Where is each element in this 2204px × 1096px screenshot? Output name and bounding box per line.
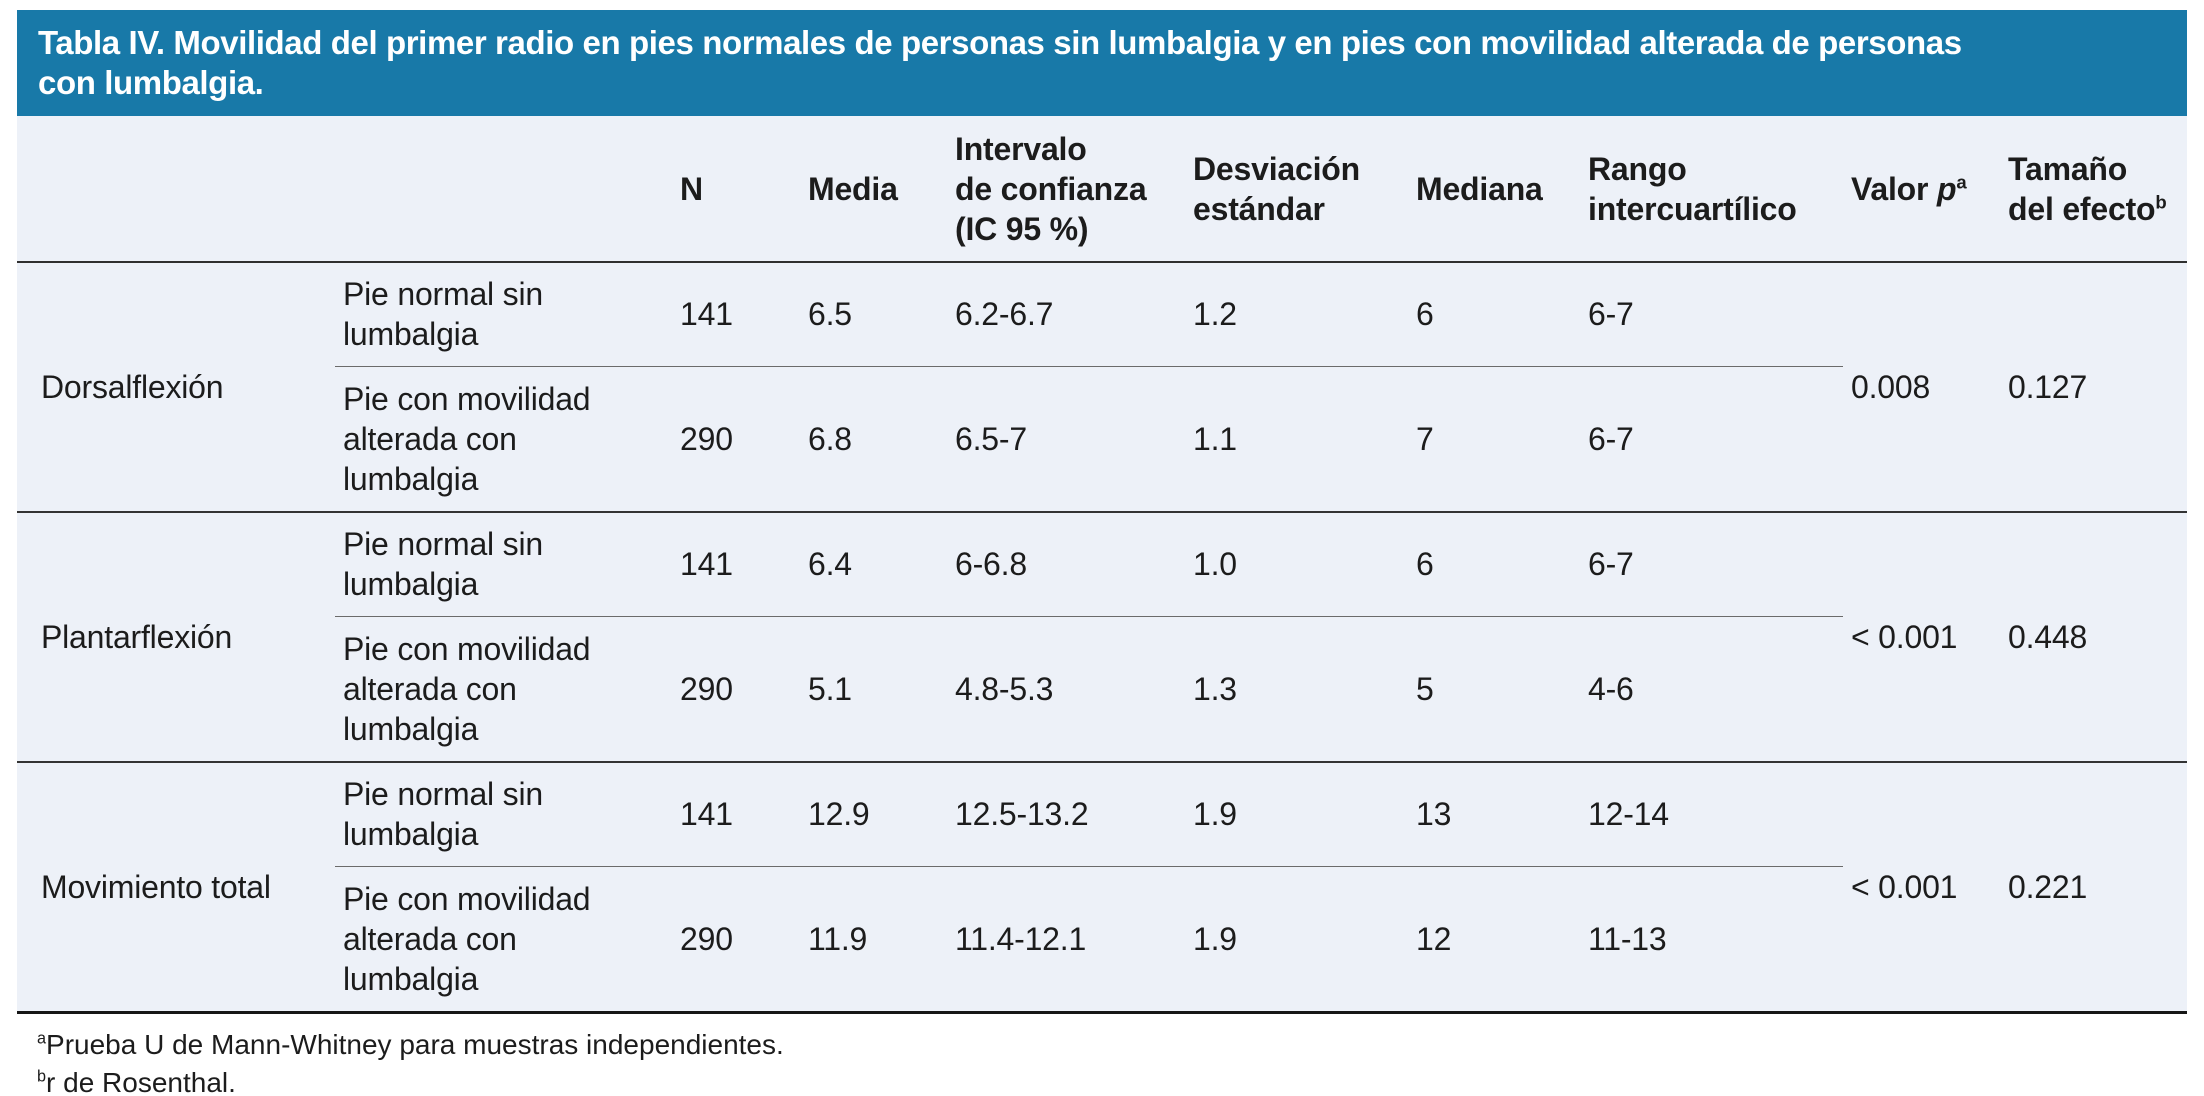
footnote-b-text: r de Rosenthal. — [46, 1066, 236, 1096]
effect-size-cell: 0.127 — [2000, 262, 2187, 513]
value-cell-n: 141 — [672, 512, 800, 617]
value-cell-n: 290 — [672, 616, 800, 763]
value-cell-desviacion: 1.3 — [1185, 616, 1408, 763]
header-row: N Media Intervalo de confianza (IC 95 %)… — [17, 116, 2187, 263]
condition-cell: Pie normal sin lumbalgia — [335, 762, 672, 867]
value-cell-media: 6.5 — [800, 262, 947, 367]
footnote-b-superscript: b — [37, 1067, 47, 1086]
group-label: Movimiento total — [17, 762, 335, 1014]
column-header-tamano-efecto: Tamaño del efectob — [2000, 116, 2187, 263]
group-label: Plantarflexión — [17, 512, 335, 763]
table-row-movimiento-alterada: Pie con movilidad alterada con lumbalgia… — [17, 866, 2187, 1014]
column-header-ic: Intervalo de confianza (IC 95 %) — [947, 116, 1185, 263]
value-cell-desviacion: 1.1 — [1185, 366, 1408, 513]
value-cell-desviacion: 1.9 — [1185, 762, 1408, 867]
column-header-empty-group — [17, 116, 335, 263]
value-cell-rango: 4-6 — [1580, 616, 1843, 763]
footnote-a-text: Prueba U de Mann-Whitney para muestras i… — [46, 1028, 784, 1060]
effect-size-cell: 0.221 — [2000, 762, 2187, 1014]
value-cell-media: 11.9 — [800, 866, 947, 1014]
column-header-mediana: Mediana — [1408, 116, 1580, 263]
footnote-a: aPrueba U de Mann-Whitney para muestras … — [37, 1026, 2187, 1064]
value-cell-n: 290 — [672, 866, 800, 1014]
column-header-n: N — [672, 116, 800, 263]
table-row-dorsalflexion-normal: Dorsalflexión Pie normal sin lumbalgia 1… — [17, 262, 2187, 513]
value-cell-desviacion: 1.9 — [1185, 866, 1408, 1014]
value-cell-n: 141 — [672, 262, 800, 367]
value-cell-media: 12.9 — [800, 762, 947, 867]
value-cell-rango: 6-7 — [1580, 262, 1843, 367]
table-row-plantarflexion-normal: Plantarflexión Pie normal sin lumbalgia … — [17, 512, 2187, 763]
footnotes: aPrueba U de Mann-Whitney para muestras … — [37, 1026, 2187, 1096]
condition-cell: Pie con movilidad alterada con lumbalgia — [335, 366, 672, 513]
value-cell-ic: 6.5-7 — [947, 366, 1185, 513]
value-cell-ic: 12.5-13.2 — [947, 762, 1185, 867]
p-value-cell: < 0.001 — [1843, 512, 2000, 763]
table-row-plantarflexion-alterada: Pie con movilidad alterada con lumbalgia… — [17, 616, 2187, 763]
table-title: Tabla IV. Movilidad del primer radio en … — [38, 24, 1962, 101]
value-cell-desviacion: 1.2 — [1185, 262, 1408, 367]
footnote-a-superscript: a — [37, 1029, 47, 1048]
value-cell-ic: 6.2-6.7 — [947, 262, 1185, 367]
valor-p-italic: p — [1936, 170, 1957, 207]
p-value-cell: 0.008 — [1843, 262, 2000, 513]
condition-cell: Pie con movilidad alterada con lumbalgia — [335, 866, 672, 1014]
value-cell-rango: 11-13 — [1580, 866, 1843, 1014]
tamano-text: Tamaño del efecto — [2008, 150, 2156, 227]
group-label: Dorsalflexión — [17, 262, 335, 513]
column-header-desviacion: Desviación estándar — [1185, 116, 1408, 263]
table-card: Tabla IV. Movilidad del primer radio en … — [17, 10, 2187, 1096]
condition-cell: Pie normal sin lumbalgia — [335, 512, 672, 617]
value-cell-desviacion: 1.0 — [1185, 512, 1408, 617]
column-header-rango: Rango intercuartílico — [1580, 116, 1843, 263]
valor-p-text: Valor — [1851, 170, 1937, 207]
footnote-b: br de Rosenthal. — [37, 1064, 2187, 1096]
column-header-valor-p: Valor pa — [1843, 116, 2000, 263]
data-table: N Media Intervalo de confianza (IC 95 %)… — [17, 116, 2187, 1014]
condition-cell: Pie con movilidad alterada con lumbalgia — [335, 616, 672, 763]
p-value-cell: < 0.001 — [1843, 762, 2000, 1014]
value-cell-mediana: 6 — [1408, 512, 1580, 617]
value-cell-mediana: 5 — [1408, 616, 1580, 763]
value-cell-mediana: 12 — [1408, 866, 1580, 1014]
column-header-empty-condition — [335, 116, 672, 263]
value-cell-rango: 6-7 — [1580, 512, 1843, 617]
value-cell-media: 5.1 — [800, 616, 947, 763]
value-cell-ic: 6-6.8 — [947, 512, 1185, 617]
value-cell-n: 290 — [672, 366, 800, 513]
valor-p-superscript: a — [1956, 170, 1967, 192]
value-cell-ic: 11.4-12.1 — [947, 866, 1185, 1014]
table-row-movimiento-normal: Movimiento total Pie normal sin lumbalgi… — [17, 762, 2187, 1014]
column-header-media: Media — [800, 116, 947, 263]
value-cell-n: 141 — [672, 762, 800, 867]
value-cell-ic: 4.8-5.3 — [947, 616, 1185, 763]
value-cell-media: 6.4 — [800, 512, 947, 617]
tamano-superscript: b — [2155, 190, 2167, 212]
value-cell-rango: 12-14 — [1580, 762, 1843, 867]
table-row-dorsalflexion-alterada: Pie con movilidad alterada con lumbalgia… — [17, 366, 2187, 513]
value-cell-rango: 6-7 — [1580, 366, 1843, 513]
value-cell-mediana: 7 — [1408, 366, 1580, 513]
effect-size-cell: 0.448 — [2000, 512, 2187, 763]
condition-cell: Pie normal sin lumbalgia — [335, 262, 672, 367]
value-cell-media: 6.8 — [800, 366, 947, 513]
value-cell-mediana: 6 — [1408, 262, 1580, 367]
value-cell-mediana: 13 — [1408, 762, 1580, 867]
table-title-bar: Tabla IV. Movilidad del primer radio en … — [17, 10, 2187, 116]
